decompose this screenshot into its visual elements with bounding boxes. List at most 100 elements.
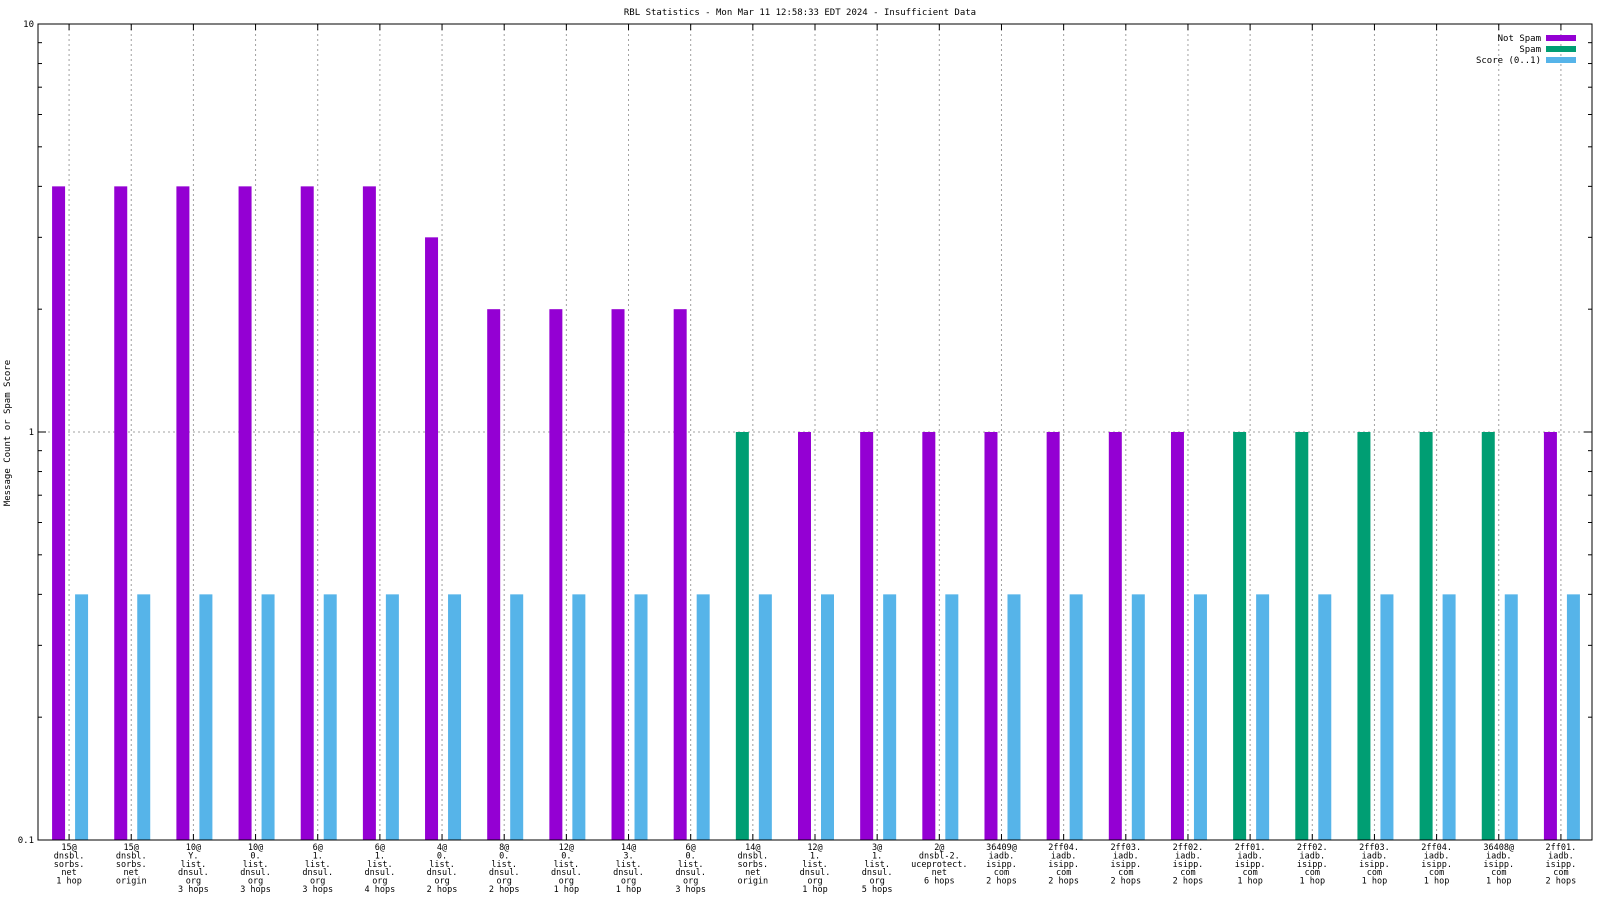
not-spam-bar-0 <box>52 186 66 841</box>
score-bar-1 <box>137 594 151 840</box>
x-category-label-15-1: iadb. <box>989 851 1015 861</box>
score-bar-21 <box>1380 594 1394 840</box>
x-category-label-2-1: Y. <box>188 851 198 861</box>
x-category-label-22-1: iadb. <box>1424 851 1450 861</box>
x-category-label-14-4: 6 hops <box>924 877 955 887</box>
x-category-label-20-3: com <box>1305 868 1320 878</box>
x-category-label-7-5: 2 hops <box>489 885 520 895</box>
x-category-label-8-4: org <box>559 877 574 887</box>
grid-layer <box>38 24 1592 840</box>
x-category-label-23-1: iadb. <box>1486 851 1512 861</box>
x-category-label-3-2: list. <box>243 860 269 870</box>
legend-swatch-0 <box>1546 35 1576 41</box>
x-category-label-9-2: list. <box>616 860 642 870</box>
x-category-label-2-5: 3 hops <box>178 885 209 895</box>
spam-bar-11 <box>735 432 749 840</box>
x-category-label-9-0: 14@ <box>621 843 636 853</box>
not-spam-bar-9 <box>611 309 625 840</box>
score-bar-12 <box>821 594 834 840</box>
score-bar-6 <box>448 594 462 840</box>
legend-label-1: Spam <box>1519 45 1541 55</box>
score-bar-16 <box>1069 594 1083 840</box>
score-bar-13 <box>883 594 897 840</box>
not-spam-bar-5 <box>362 186 376 841</box>
x-category-label-19-4: 1 hop <box>1237 877 1263 887</box>
x-category-label-6-5: 2 hops <box>427 885 458 895</box>
x-category-label-13-4: org <box>869 877 884 887</box>
x-category-label-6-0: 4@ <box>437 843 447 853</box>
x-category-label-1-2: sorbs. <box>116 860 147 870</box>
x-category-label-17-0: 2ff03. <box>1110 843 1141 853</box>
not-spam-bar-7 <box>487 309 501 840</box>
x-category-label-10-2: list. <box>678 860 704 870</box>
x-category-label-1-0: 15@ <box>124 843 139 853</box>
x-category-label-8-3: dnsul. <box>551 868 582 878</box>
legend-swatch-1 <box>1546 46 1576 52</box>
spam-bar-23 <box>1481 432 1495 840</box>
not-spam-bar-2 <box>176 186 190 841</box>
score-bar-3 <box>261 594 275 840</box>
x-category-label-12-0: 12@ <box>807 843 822 853</box>
x-category-label-11-1: dnsbl. <box>737 851 768 861</box>
x-category-label-13-0: 3@ <box>872 843 882 853</box>
x-category-label-23-0: 36408@ <box>1483 843 1514 853</box>
legend-label-0: Not Spam <box>1498 34 1541 44</box>
x-category-label-6-4: org <box>434 877 449 887</box>
x-category-label-10-1: 0. <box>686 851 696 861</box>
x-category-label-17-3: com <box>1118 868 1133 878</box>
x-category-label-19-2: isipp. <box>1235 860 1266 870</box>
x-category-label-23-3: com <box>1491 868 1506 878</box>
x-category-label-6-1: 0. <box>437 851 447 861</box>
x-category-label-7-0: 8@ <box>499 843 509 853</box>
x-category-label-8-5: 1 hop <box>554 885 580 895</box>
x-category-label-19-0: 2ff01. <box>1235 843 1266 853</box>
x-category-label-21-4: 1 hop <box>1362 877 1388 887</box>
x-category-label-4-1: 1. <box>313 851 323 861</box>
x-category-label-0-0: 15@ <box>61 843 76 853</box>
x-category-label-11-2: sorbs. <box>737 860 768 870</box>
x-category-label-11-3: net <box>745 868 760 878</box>
x-category-label-2-2: list. <box>181 860 207 870</box>
x-category-label-4-2: list. <box>305 860 331 870</box>
score-bar-9 <box>634 594 648 840</box>
x-category-label-9-1: 3. <box>623 851 633 861</box>
x-category-label-14-3: net <box>932 868 947 878</box>
x-category-label-20-4: 1 hop <box>1299 877 1325 887</box>
score-bar-10 <box>696 594 710 840</box>
score-bar-20 <box>1318 594 1332 840</box>
x-category-label-3-4: org <box>248 877 263 887</box>
score-bar-15 <box>1007 594 1021 840</box>
x-category-label-12-2: list. <box>802 860 828 870</box>
not-spam-bar-8 <box>549 309 563 840</box>
x-category-label-14-1: dnsbl-2. <box>919 851 960 861</box>
ticks-layer: 0.1 1 10 <box>18 20 1592 846</box>
x-category-label-21-2: isipp. <box>1359 860 1390 870</box>
x-category-label-20-2: isipp. <box>1297 860 1328 870</box>
not-spam-bar-14 <box>922 432 936 840</box>
x-category-label-0-2: sorbs. <box>54 860 85 870</box>
x-category-label-11-0: 14@ <box>745 843 760 853</box>
score-bar-22 <box>1442 594 1456 840</box>
not-spam-bar-1 <box>114 186 128 841</box>
x-category-label-9-4: org <box>621 877 636 887</box>
x-category-label-10-0: 6@ <box>686 843 696 853</box>
score-bar-18 <box>1193 594 1207 840</box>
x-category-label-12-5: 1 hop <box>802 885 828 895</box>
score-bar-24 <box>1566 594 1580 840</box>
x-category-label-6-3: dnsul. <box>427 868 458 878</box>
x-category-label-0-4: 1 hop <box>56 877 82 887</box>
x-category-label-24-2: isipp. <box>1546 860 1577 870</box>
y-tick-label-2: 10 <box>23 20 34 30</box>
x-category-label-13-2: list. <box>864 860 890 870</box>
x-category-label-15-2: isipp. <box>986 860 1017 870</box>
score-bar-5 <box>385 594 399 840</box>
x-category-label-24-3: com <box>1553 868 1568 878</box>
x-category-label-5-4: org <box>372 877 387 887</box>
y-tick-label-0: 0.1 <box>18 836 34 846</box>
score-bar-11 <box>758 594 772 840</box>
x-category-label-21-3: com <box>1367 868 1382 878</box>
x-category-label-7-3: dnsul. <box>489 868 520 878</box>
x-category-label-4-0: 6@ <box>313 843 323 853</box>
x-category-label-6-2: list. <box>429 860 455 870</box>
